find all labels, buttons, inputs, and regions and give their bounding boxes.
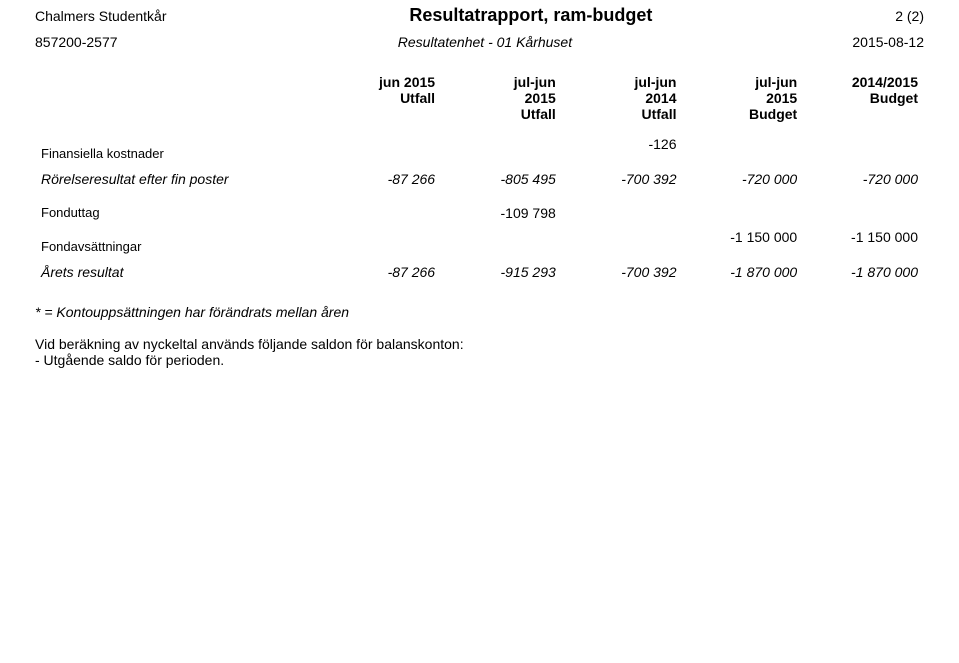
column-header: 2014/2015 Budget xyxy=(803,70,924,132)
column-header-line: Utfall xyxy=(400,90,435,106)
page-number: 2 (2) xyxy=(895,8,924,24)
table-row: Finansiella kostnader -126 xyxy=(35,132,924,165)
table-row: Fonduttag -109 798 xyxy=(35,191,924,225)
column-header: jul-jun 2015 Utfall xyxy=(441,70,562,132)
row-value: -87 266 xyxy=(320,258,441,284)
row-value: -720 000 xyxy=(683,165,804,191)
note-line: Vid beräkning av nyckeltal används följa… xyxy=(35,336,924,352)
row-value: -700 392 xyxy=(562,258,683,284)
column-header-line: jul-jun xyxy=(755,74,797,90)
column-header-line: 2015 xyxy=(525,90,556,106)
organization-id: 857200-2577 xyxy=(35,34,118,50)
header-sub-line: 857200-2577 Resultatenhet - 01 Kårhuset … xyxy=(35,34,924,50)
organization-name: Chalmers Studentkår xyxy=(35,8,167,24)
row-value xyxy=(562,225,683,258)
row-value xyxy=(562,191,683,225)
note-block: Vid beräkning av nyckeltal används följa… xyxy=(35,336,924,368)
table-row: Årets resultat-87 266-915 293-700 392-1 … xyxy=(35,258,924,284)
row-value: -87 266 xyxy=(320,165,441,191)
row-label: Finansiella kostnader xyxy=(35,132,320,165)
row-value: -700 392 xyxy=(562,165,683,191)
row-label: Rörelseresultat efter fin poster xyxy=(35,165,320,191)
column-header: jun 2015 Utfall xyxy=(320,70,441,132)
header-top-line: Chalmers Studentkår Resultatrapport, ram… xyxy=(35,5,924,26)
row-value: -1 870 000 xyxy=(803,258,924,284)
table-row: Rörelseresultat efter fin poster-87 266-… xyxy=(35,165,924,191)
footnote: * = Kontouppsättningen har förändrats me… xyxy=(35,304,924,320)
row-label: Fondavsättningar xyxy=(35,225,320,258)
row-value: -126 xyxy=(562,132,683,165)
print-date: 2015-08-12 xyxy=(852,34,924,50)
row-value: -1 150 000 xyxy=(803,225,924,258)
table-row: Fondavsättningar -1 150 000-1 150 000 xyxy=(35,225,924,258)
row-value xyxy=(320,132,441,165)
row-value: -109 798 xyxy=(441,191,562,225)
row-value: -805 495 xyxy=(441,165,562,191)
column-header-line: 2014 xyxy=(645,90,676,106)
row-value: -720 000 xyxy=(803,165,924,191)
column-header-line: Budget xyxy=(870,90,918,106)
column-header-line: Budget xyxy=(749,106,797,122)
table-header: jun 2015 Utfall jul-jun 2015 Utfall jul-… xyxy=(35,70,924,132)
row-value xyxy=(441,225,562,258)
column-header-line: Utfall xyxy=(521,106,556,122)
row-value xyxy=(320,225,441,258)
row-value xyxy=(320,191,441,225)
row-value xyxy=(441,132,562,165)
result-unit: Resultatenhet - 01 Kårhuset xyxy=(118,34,853,50)
row-value xyxy=(803,132,924,165)
table-body: Finansiella kostnader-126Rörelseresultat… xyxy=(35,132,924,284)
column-header-label xyxy=(35,70,320,132)
note-line: - Utgående saldo för perioden. xyxy=(35,352,924,368)
row-value: -1 150 000 xyxy=(683,225,804,258)
report-table: jun 2015 Utfall jul-jun 2015 Utfall jul-… xyxy=(35,70,924,284)
column-header-line: 2014/2015 xyxy=(852,74,918,90)
row-value xyxy=(683,132,804,165)
row-label: Fonduttag xyxy=(35,191,320,225)
column-header: jul-jun 2015 Budget xyxy=(683,70,804,132)
row-value: -1 870 000 xyxy=(683,258,804,284)
column-header-line: jun 2015 xyxy=(379,74,435,90)
column-header-line: jul-jun xyxy=(635,74,677,90)
report-title: Resultatrapport, ram-budget xyxy=(167,5,896,26)
column-header-line: jul-jun xyxy=(514,74,556,90)
column-header-line: 2015 xyxy=(766,90,797,106)
row-value xyxy=(683,191,804,225)
report-page: Chalmers Studentkår Resultatrapport, ram… xyxy=(0,0,959,663)
row-label: Årets resultat xyxy=(35,258,320,284)
row-value xyxy=(803,191,924,225)
row-value: -915 293 xyxy=(441,258,562,284)
column-header: jul-jun 2014 Utfall xyxy=(562,70,683,132)
column-header-line: Utfall xyxy=(642,106,677,122)
